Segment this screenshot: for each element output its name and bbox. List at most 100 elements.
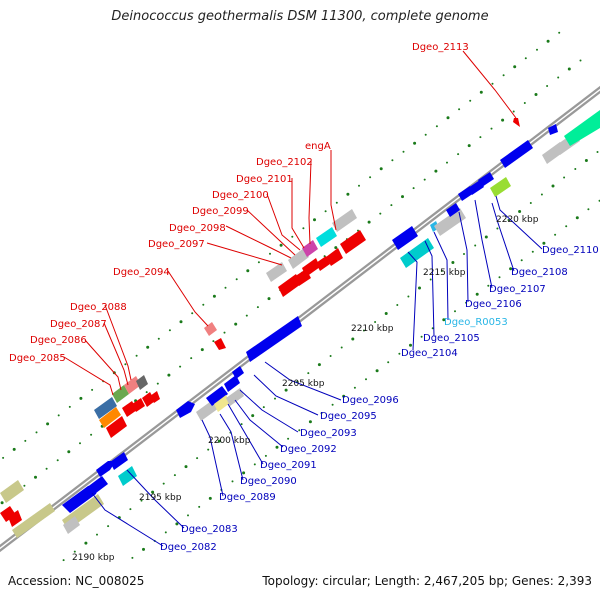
gc-dot <box>402 150 405 153</box>
gc-dot <box>217 439 221 443</box>
gc-dot <box>558 31 561 34</box>
gene-label-dgeo-2098: Dgeo_2098 <box>169 223 226 234</box>
gc-dot <box>463 253 465 255</box>
gc-dot <box>168 329 171 332</box>
gc-dot <box>391 159 394 162</box>
kbp-ticks: 2190 kbp 2195 kbp 2200 kbp 2205 kbp 2210… <box>72 215 539 563</box>
gene-label-dgeo-2097: Dgeo_2097 <box>148 239 205 250</box>
gc-dot <box>523 102 526 104</box>
gc-dot <box>331 403 334 406</box>
gc-dot <box>457 153 460 156</box>
gc-dot <box>269 252 271 255</box>
gc-dots <box>0 31 600 562</box>
gc-dot <box>24 439 27 442</box>
gc-dot <box>179 365 182 368</box>
gc-dot <box>446 161 448 164</box>
gc-dot <box>574 168 577 170</box>
gene-label-dgeo-2092: Dgeo_2092 <box>280 444 337 455</box>
gc-dot <box>365 378 367 381</box>
gc-dot <box>375 369 379 373</box>
gene-label-enga: engA <box>305 141 331 152</box>
gc-dot <box>242 471 246 475</box>
gc-dot <box>540 193 543 196</box>
gc-dot <box>596 151 599 153</box>
gene-label-dgeo-2100: Dgeo_2100 <box>212 190 269 201</box>
gc-dot <box>507 219 510 221</box>
gc-dot <box>454 310 456 313</box>
gc-dot <box>367 220 371 224</box>
gc-dot <box>424 133 427 136</box>
gc-dot <box>45 467 48 470</box>
gc-dot <box>496 227 499 230</box>
gc-dot <box>498 276 501 279</box>
genome-summary-text: Topology: circular; Length: 2,467,205 bp… <box>262 574 592 588</box>
gc-dot <box>124 363 127 366</box>
gc-dot <box>167 373 171 377</box>
gc-dot <box>475 292 479 296</box>
gc-dot <box>62 559 65 562</box>
gc-dot <box>342 394 346 398</box>
gc-dot <box>264 454 267 457</box>
gc-dot <box>200 348 204 352</box>
gc-dot <box>524 57 527 60</box>
gc-dot <box>465 301 468 304</box>
gc-dot <box>501 118 505 122</box>
bottom-leader-lines <box>91 195 543 547</box>
gc-dot <box>323 255 326 258</box>
gc-dot <box>257 261 260 264</box>
gc-dot <box>579 59 582 62</box>
gc-dot <box>409 343 412 347</box>
gc-dot <box>287 437 290 440</box>
gc-dot <box>387 361 390 364</box>
gc-dot <box>146 345 150 349</box>
gc-dot <box>275 445 279 449</box>
gc-dot <box>107 525 110 528</box>
gc-dot <box>274 397 276 400</box>
gc-dot <box>557 76 560 79</box>
gc-dot <box>491 82 494 85</box>
gc-dot <box>313 218 316 222</box>
gc-dot <box>451 261 455 264</box>
gc-dot <box>418 286 421 290</box>
gc-dot <box>156 382 159 385</box>
gc-dot <box>434 169 438 173</box>
gc-dot <box>79 396 83 400</box>
gc-dot <box>420 335 423 338</box>
gc-dot <box>374 321 377 323</box>
gc-dot <box>334 246 338 250</box>
gc-dot <box>231 480 234 483</box>
gc-dot <box>224 286 227 289</box>
gene-label-dgeo-2107: Dgeo_2107 <box>489 284 546 295</box>
gene-label-dgeo-r0053: Dgeo_R0053 <box>444 317 508 328</box>
gc-dot <box>512 110 515 113</box>
gc-dot <box>46 422 50 426</box>
gc-dot <box>442 318 446 322</box>
tick-label: 2215 kbp <box>423 268 466 278</box>
gc-dot <box>284 388 288 392</box>
gene-label-dgeo-2095: Dgeo_2095 <box>320 411 377 422</box>
gene-label-dgeo-2104: Dgeo_2104 <box>401 348 458 359</box>
gene-label-dgeo-2082: Dgeo_2082 <box>160 542 217 553</box>
gc-dot <box>407 295 410 298</box>
gc-dot <box>202 303 205 306</box>
gc-dot <box>518 210 522 213</box>
gene-label-dgeo-2083: Dgeo_2083 <box>181 524 238 535</box>
gc-dot <box>413 141 417 145</box>
tick-label: 2200 kbp <box>208 436 251 446</box>
gc-dot <box>384 312 388 315</box>
gc-dot <box>157 337 160 340</box>
gc-dot <box>308 420 312 424</box>
forward-genes <box>0 110 600 527</box>
gc-dot <box>2 456 5 459</box>
page-title: Deinococcus geothermalis DSM 11300, comp… <box>111 9 489 24</box>
gc-dot <box>563 176 566 179</box>
gc-dot <box>546 39 550 43</box>
gc-dot <box>12 447 16 451</box>
gc-dot <box>575 216 579 220</box>
gc-dot <box>529 202 532 204</box>
gene-label-dgeo-2085: Dgeo_2085 <box>9 353 66 364</box>
gc-dot <box>351 337 355 341</box>
gc-dot <box>509 267 513 271</box>
gc-dot <box>520 259 523 262</box>
